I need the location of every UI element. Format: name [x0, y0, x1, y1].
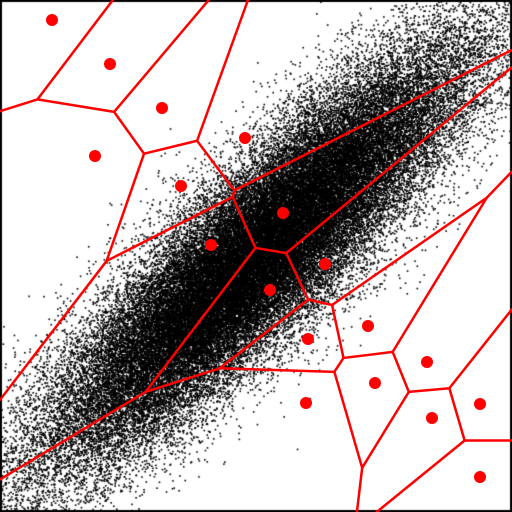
voronoi-scatter-figure	[0, 0, 512, 512]
scatter-layer	[0, 0, 512, 512]
